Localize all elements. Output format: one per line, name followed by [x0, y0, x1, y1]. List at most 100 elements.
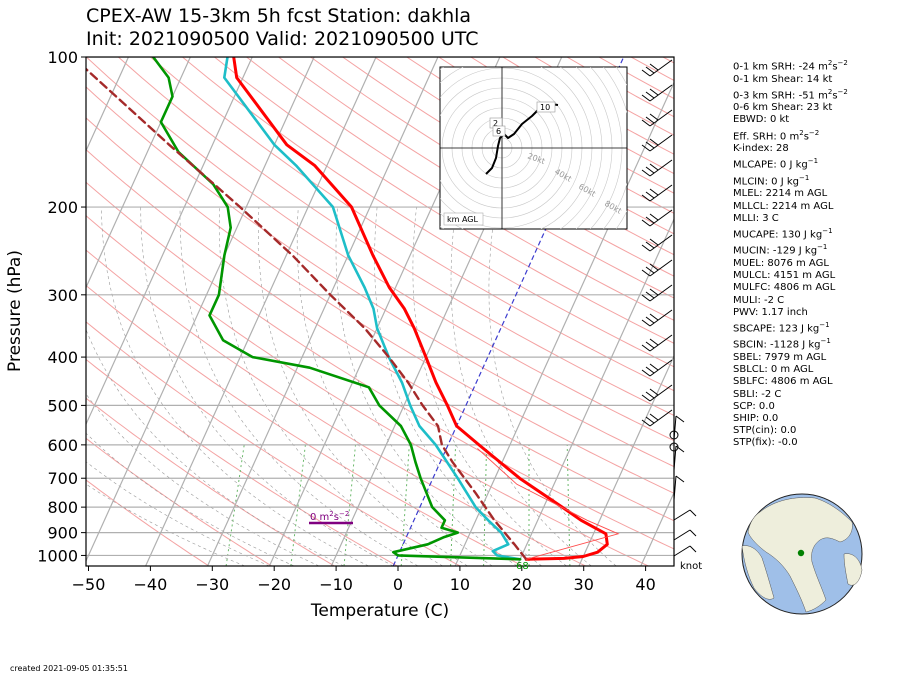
temperature-profile-line: [232, 57, 609, 561]
index-line: MLEL: 2214 m AGL: [733, 188, 828, 200]
moist-adiabat: [86, 328, 344, 566]
wind-barb: [641, 84, 673, 102]
moist-adiabat: [86, 461, 270, 566]
index-line: MULCL: 4151 m AGL: [733, 270, 836, 282]
isotherm: [86, 57, 129, 153]
hodograph-height-label: 2: [493, 119, 498, 128]
hodograph-height-box: [492, 125, 506, 137]
index-line: Eff. SRH: 0 m2s−2: [733, 128, 820, 142]
index-line: STP(cin): 0.0: [733, 425, 797, 437]
wind-barb: [673, 509, 697, 521]
index-line: MULI: -2 C: [733, 294, 785, 306]
created-timestamp: created 2021-09-05 01:35:51: [10, 664, 128, 673]
y-tick-label: 200: [47, 198, 78, 217]
index-line: 0-1 km Shear: 14 kt: [733, 73, 833, 85]
y-axis-label: Pressure (hPa): [5, 250, 25, 372]
wind-barb: [641, 409, 673, 427]
globe-locator-map: [741, 493, 863, 615]
index-line: 0-3 km SRH: -51 m2s−2: [733, 87, 848, 102]
wind-barb: [641, 259, 673, 277]
index-line: MUCIN: -129 J kg−1: [733, 243, 828, 257]
isotherm: [0, 57, 5, 566]
dry-adiabat: [86, 321, 461, 566]
y-tick-label: 900: [47, 524, 78, 543]
dry-adiabat: [310, 57, 674, 277]
dry-adiabat: [86, 149, 674, 522]
dry-adiabat: [86, 249, 586, 566]
mixing-ratio-line: [400, 444, 410, 566]
hodograph-legend-box: [443, 212, 484, 226]
isotherm: [86, 57, 315, 563]
wind-barb: [641, 359, 673, 377]
index-line: MLLI: 3 C: [733, 212, 779, 224]
y-tick-label: 800: [47, 498, 78, 517]
index-line: 0-1 km SRH: -24 m2s−2: [733, 59, 848, 73]
moist-adiabat: [179, 206, 419, 566]
index-line: SBCIN: -1128 J kg−1: [733, 337, 831, 351]
moist-adiabat: [140, 206, 394, 566]
x-tick-label: 30: [574, 575, 594, 594]
station-marker: [797, 549, 805, 557]
dewpoint-profile-line: [223, 57, 522, 561]
x-tick-label: −50: [72, 575, 106, 594]
index-line: SBLCL: 0 m AGL: [733, 364, 814, 376]
dry-adiabat: [86, 117, 674, 494]
y-tick-label: 100: [47, 48, 78, 67]
wind-barb: [641, 309, 673, 327]
y-tick-label: 500: [47, 396, 78, 415]
wind-barb: [641, 159, 673, 177]
dry-adiabat: [246, 57, 674, 321]
moist-adiabat: [296, 206, 493, 566]
dry-adiabat: [86, 479, 210, 566]
index-line: MUEL: 8076 m AGL: [733, 257, 829, 269]
moist-adiabat: [101, 206, 369, 566]
y-tick-label: 700: [47, 469, 78, 488]
x-axis-label: Temperature (C): [310, 601, 449, 621]
index-line: SHIP: 0.0: [733, 412, 779, 424]
x-tick-label: 0: [393, 575, 403, 594]
wind-barb: [641, 184, 673, 202]
index-line: SCP: 0.0: [733, 400, 775, 412]
x-tick-label: 10: [450, 575, 470, 594]
index-line: K-index: 28: [733, 143, 789, 155]
wind-barb: [641, 59, 673, 77]
index-line: PWV: 1.17 inch: [733, 306, 808, 318]
index-line: MLCAPE: 0 J kg−1: [733, 157, 819, 171]
moist-adiabat: [257, 206, 468, 566]
y-tick-label: 400: [47, 348, 78, 367]
y-tick-label: 1000: [37, 546, 78, 565]
isotherm: [578, 354, 674, 566]
index-line: MLLCL: 2214 m AGL: [733, 200, 834, 212]
index-line: SBEL: 7979 m AGL: [733, 351, 827, 363]
isotherm: [516, 217, 674, 566]
index-line: MULFC: 4806 m AGL: [733, 282, 836, 294]
calm-wind-circle: [669, 430, 679, 440]
chart-title-line2: Init: 2021090500 Valid: 2021090500 UTC: [86, 28, 479, 50]
parcel-profile-line: [86, 67, 528, 561]
isotherm: [454, 81, 674, 566]
isotherm: [86, 57, 191, 289]
wind-barb: [641, 384, 673, 402]
hodograph-height-box: [536, 101, 556, 113]
wind-barb: [641, 284, 673, 302]
dry-adiabat: [86, 397, 335, 566]
south-america-landmass: [741, 545, 775, 600]
y-tick-label: 600: [47, 436, 78, 455]
mixing-ratio-line: [290, 444, 306, 566]
index-line: MLCIN: 0 J kg−1: [733, 173, 810, 188]
index-line: SBLI: -2 C: [733, 388, 782, 400]
moist-adiabat: [488, 206, 617, 566]
moist-adiabat: [86, 432, 295, 566]
dry-adiabat: [86, 284, 523, 566]
isotherm: [206, 57, 439, 566]
wind-barb: [673, 415, 685, 441]
dry-adiabat: [86, 358, 398, 566]
index-line: MUCAPE: 130 J kg−1: [733, 226, 833, 241]
chart-title-line1: CPEX-AW 15-3km 5h fcst Station: dakhla: [86, 5, 472, 27]
dry-adiabat: [86, 215, 649, 566]
x-tick-label: −30: [195, 575, 229, 594]
dry-adiabat: [214, 57, 674, 344]
dry-adiabat: [86, 181, 674, 550]
y-tick-label: 300: [47, 286, 78, 305]
